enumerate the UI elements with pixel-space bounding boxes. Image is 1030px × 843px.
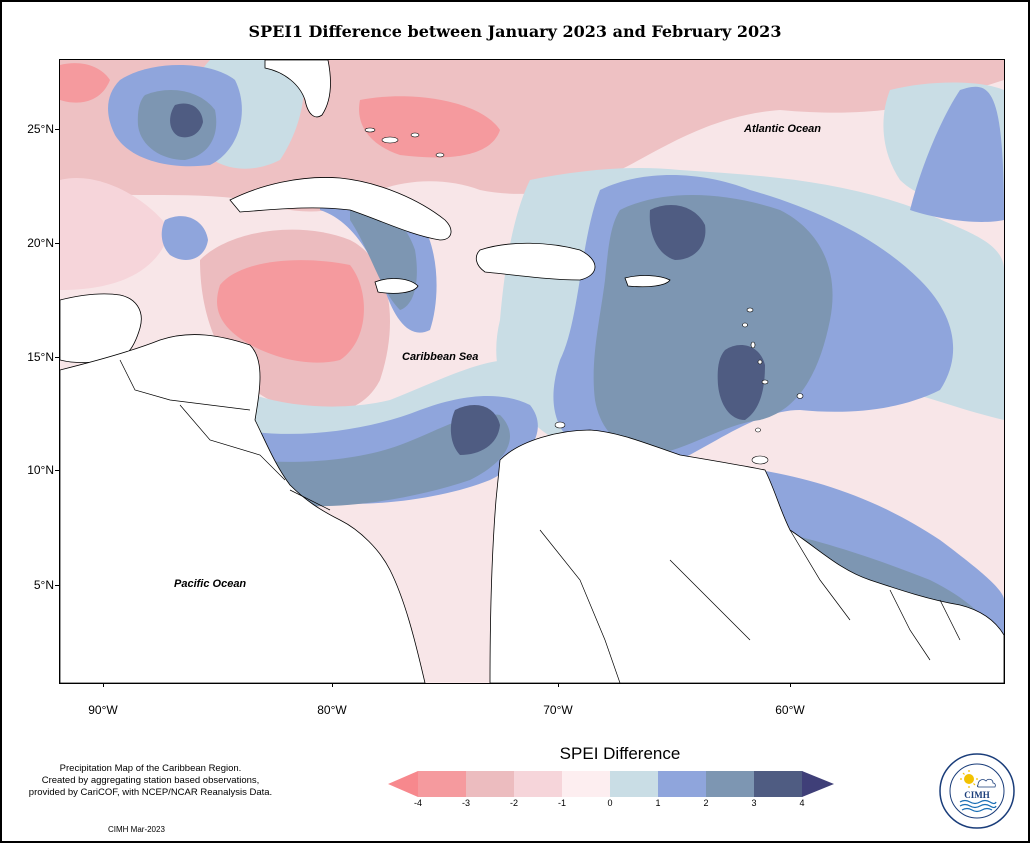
lon-label-90w: 90°W [88,703,118,717]
logo-text: CIMH [964,790,990,800]
caption: Precipitation Map of the Caribbean Regio… [8,763,293,799]
pacific-ocean-label: Pacific Ocean [174,578,247,590]
legend-tick-label: -4 [413,798,422,808]
legend-tick-label: 3 [751,798,757,808]
legend-tick-label: -1 [557,798,566,808]
lat-tick [55,357,59,358]
lat-label-10n: 10°N [27,463,54,477]
cimh-logo: CIMH [939,753,1015,829]
legend-cell [658,771,707,797]
legend-cell [418,771,467,797]
caption-line-2: Created by aggregating station based obs… [41,775,260,786]
legend-cell [610,771,659,797]
map-svg [60,60,1004,683]
legend-tick-label: 2 [703,798,709,808]
caption-line-3: provided by CariCOF, with NCEP/NCAR Rean… [28,787,273,798]
caribbean-sea-label: Caribbean Sea [402,351,479,363]
legend-arrow-right [802,771,834,797]
atlantic-ocean-label: Atlantic Ocean [744,123,822,135]
lon-label-70w: 70°W [543,703,573,717]
lon-tick [790,683,791,687]
lat-tick [55,129,59,130]
lat-tick [55,470,59,471]
legend-tick-label: -3 [461,798,470,808]
lon-tick [558,683,559,687]
legend-cell [562,771,611,797]
lat-label-20n: 20°N [27,236,54,250]
lon-label-60w: 60°W [775,703,805,717]
lon-tick [103,683,104,687]
caption-line-1: Precipitation Map of the Caribbean Regio… [59,763,242,774]
lat-label-25n: 25°N [27,122,54,136]
lat-tick [55,243,59,244]
legend-tick-label: 4 [799,798,805,808]
sun-cloud-icon [960,770,996,788]
legend-arrow-left [388,771,418,797]
legend-tick-label: -2 [509,798,518,808]
map-title: SPEI1 Difference between January 2023 an… [248,22,782,41]
legend-cell [514,771,563,797]
lat-label-15n: 15°N [27,350,54,364]
legend-cell [466,771,515,797]
legend-cell [706,771,755,797]
legend-colorbar [388,771,834,797]
lon-label-80w: 80°W [317,703,347,717]
legend-tick-label: 1 [655,798,661,808]
legend-tick-label: 0 [607,798,613,808]
map-panel: Atlantic Ocean Caribbean Sea Pacific Oce… [59,59,1005,684]
lon-tick [332,683,333,687]
lat-tick [55,585,59,586]
legend-title: SPEI Difference [559,744,681,763]
credit-line: CIMH Mar-2023 [108,825,165,834]
lat-label-5n: 5°N [33,578,54,592]
legend-cell [754,771,803,797]
